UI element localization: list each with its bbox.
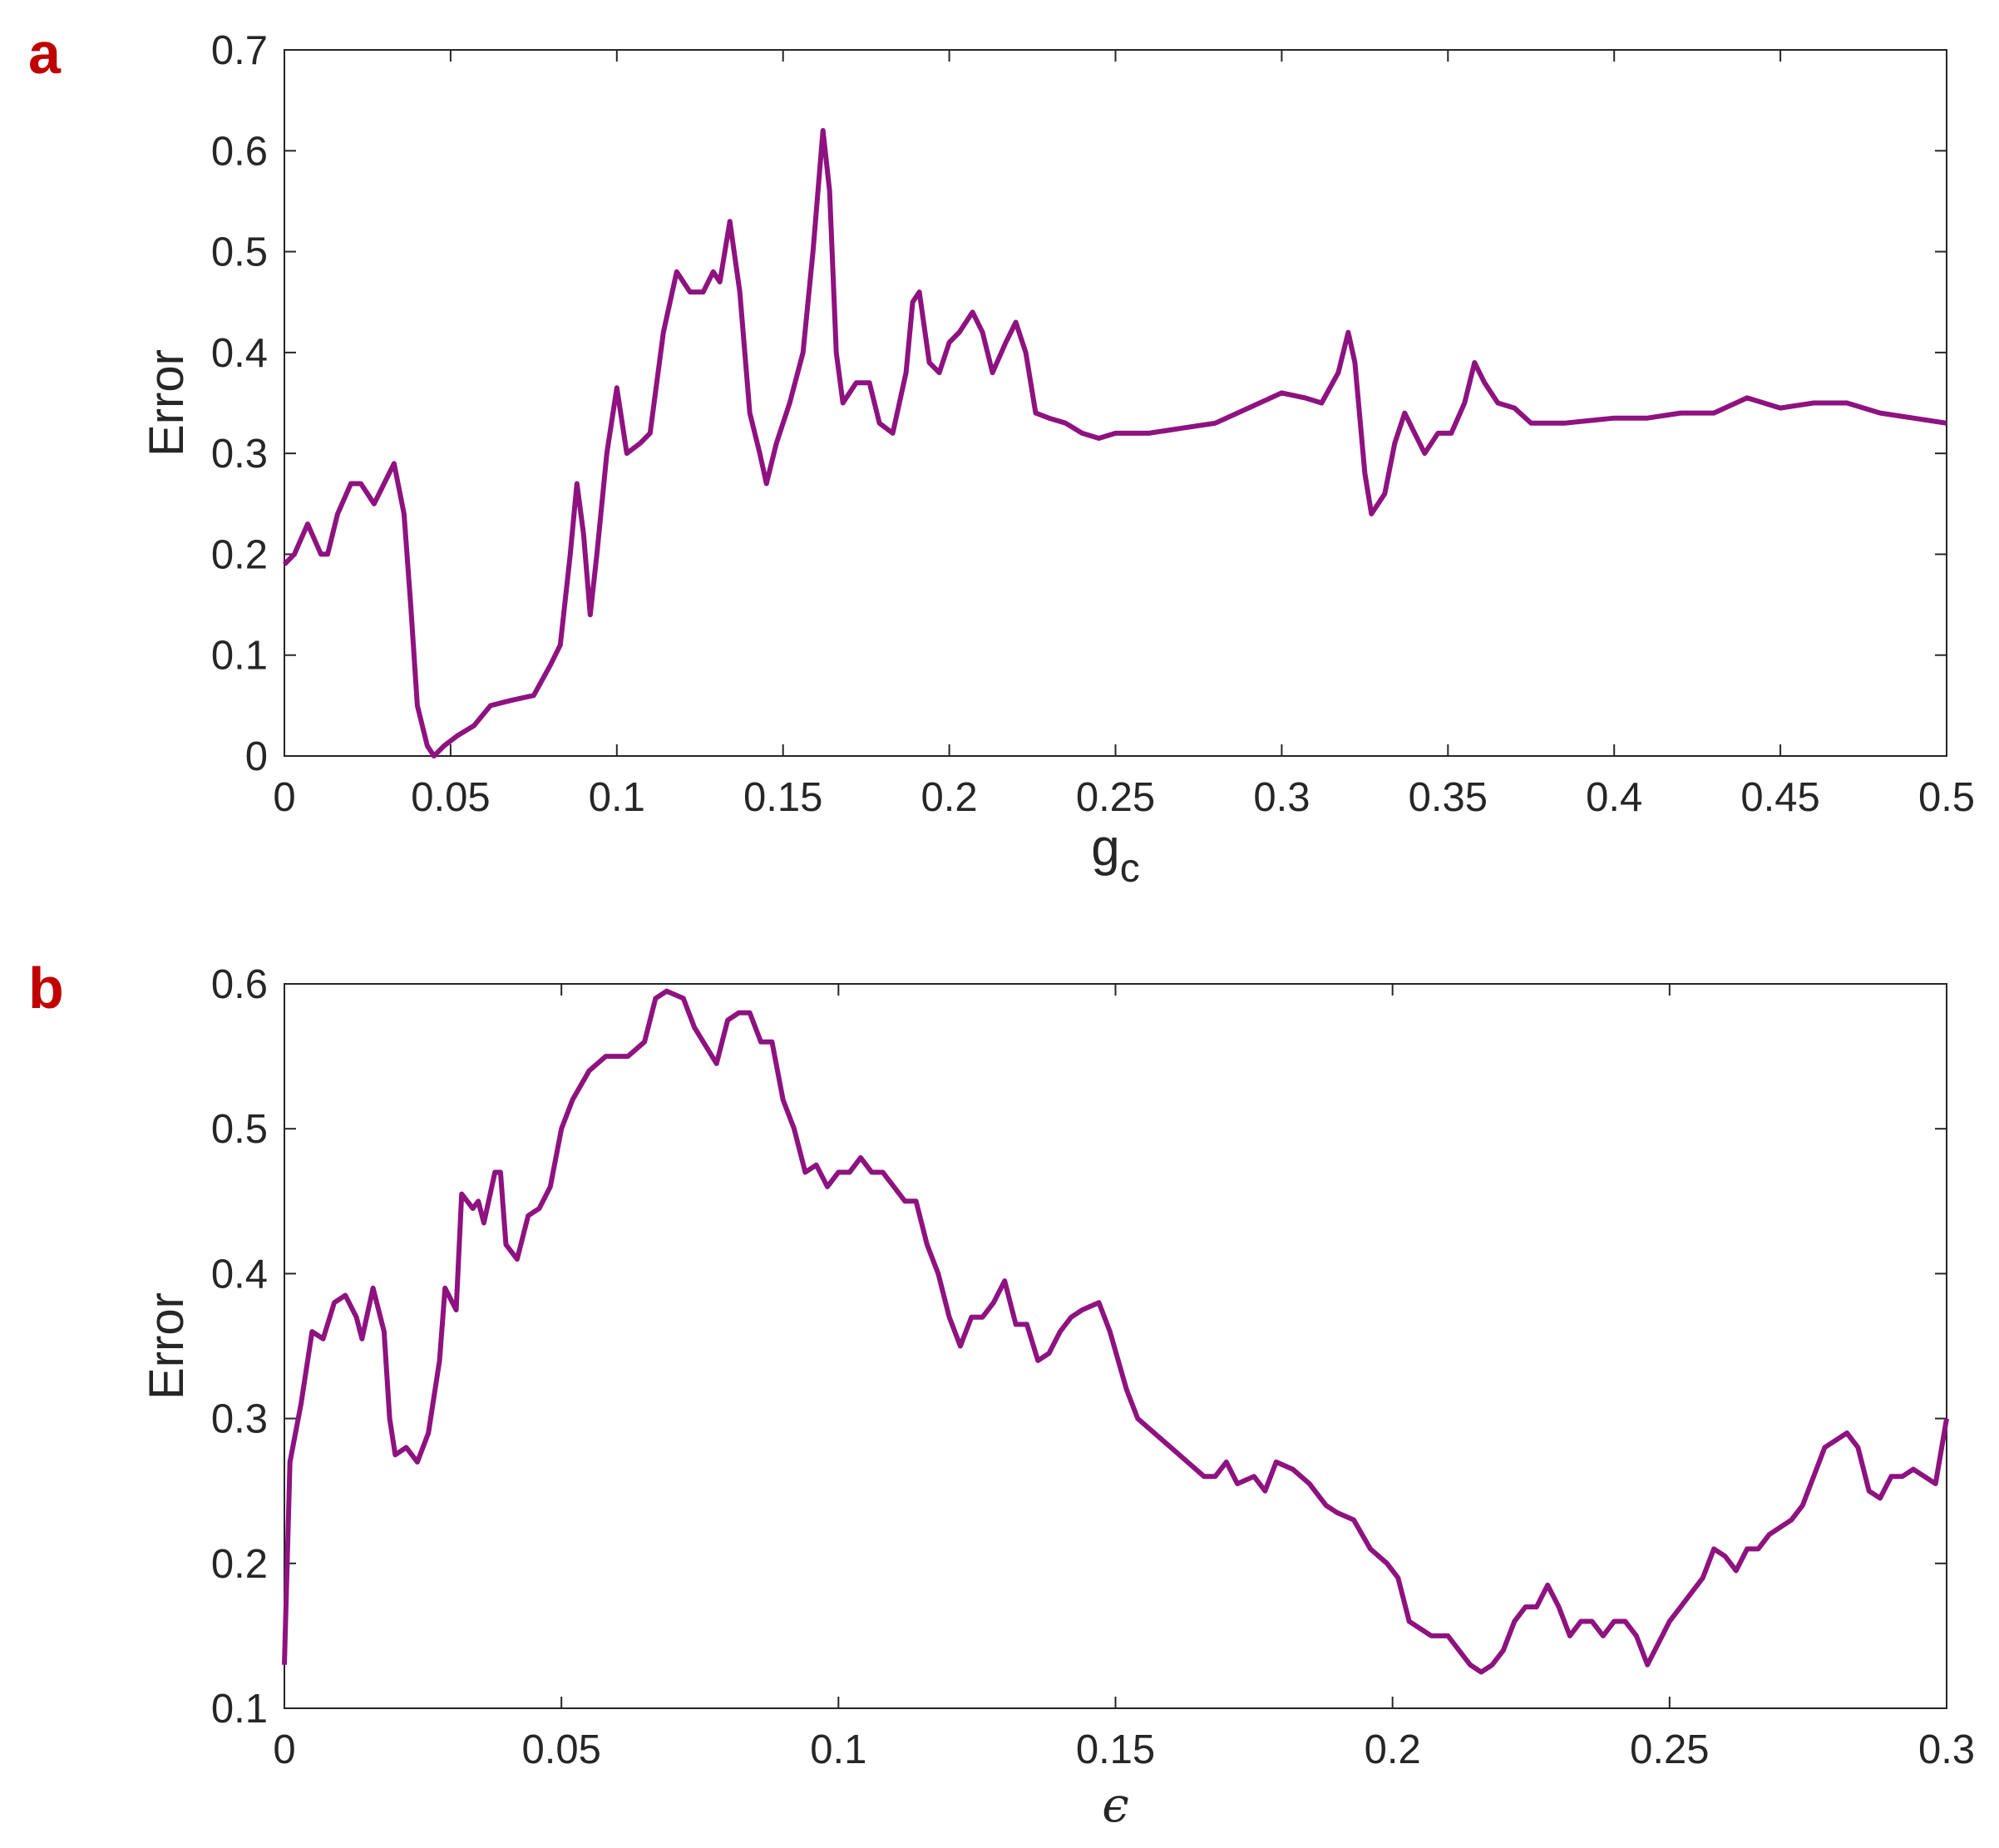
panel-label: a bbox=[28, 21, 62, 86]
y-tick-label: 0.1 bbox=[211, 1687, 268, 1732]
x-tick-label: 0.35 bbox=[1409, 775, 1488, 820]
x-tick-label: 0.25 bbox=[1076, 775, 1155, 820]
y-tick-label: 0.3 bbox=[211, 1397, 268, 1442]
x-tick-label: 0.15 bbox=[743, 775, 822, 820]
y-axis-label: Error bbox=[140, 1292, 194, 1400]
y-tick-label: 0.6 bbox=[211, 962, 268, 1007]
y-tick-label: 0.6 bbox=[211, 129, 268, 174]
x-tick-label: 0 bbox=[273, 1727, 295, 1772]
y-tick-label: 0.4 bbox=[211, 1252, 268, 1297]
x-axis-label: ϵ bbox=[1102, 1776, 1128, 1833]
y-axis-label: Error bbox=[140, 349, 194, 457]
x-axis-label-main: ϵ bbox=[1102, 1776, 1128, 1833]
x-tick-label: 0.3 bbox=[1253, 775, 1310, 820]
x-tick-label: 0.05 bbox=[521, 1727, 600, 1772]
x-tick-label: 0.2 bbox=[921, 775, 978, 820]
x-tick-label: 0 bbox=[273, 775, 295, 820]
x-tick-label: 0.5 bbox=[1918, 775, 1975, 820]
y-tick-label: 0.3 bbox=[211, 432, 268, 477]
panel-label: b bbox=[28, 956, 64, 1020]
y-tick-label: 0.1 bbox=[211, 634, 268, 679]
x-tick-label: 0.25 bbox=[1630, 1727, 1709, 1772]
x-tick-label: 0.15 bbox=[1076, 1727, 1155, 1772]
x-tick-label: 0.4 bbox=[1586, 775, 1642, 820]
y-tick-label: 0.2 bbox=[211, 1542, 268, 1587]
data-line bbox=[282, 988, 1949, 1675]
x-tick-label: 0.1 bbox=[589, 775, 645, 820]
data-line bbox=[282, 128, 1947, 758]
y-tick-label: 0.4 bbox=[211, 331, 268, 376]
y-tick-label: 0.5 bbox=[211, 230, 268, 275]
y-tick-label: 0.7 bbox=[211, 28, 268, 73]
y-tick-label: 0.5 bbox=[211, 1107, 268, 1152]
y-tick-label: 0.2 bbox=[211, 532, 268, 577]
x-axis-label-subscript: c bbox=[1120, 847, 1140, 891]
x-tick-label: 0.05 bbox=[411, 775, 490, 820]
x-tick-label: 0.3 bbox=[1918, 1727, 1975, 1772]
plot-frame bbox=[284, 49, 1947, 757]
y-tick-label: 0 bbox=[245, 734, 268, 779]
x-tick-label: 0.45 bbox=[1740, 775, 1819, 820]
x-axis-label: gc bbox=[1091, 819, 1139, 891]
x-axis-label-main: g bbox=[1091, 819, 1119, 877]
x-tick-label: 0.1 bbox=[810, 1727, 866, 1772]
x-tick-label: 0.2 bbox=[1365, 1727, 1421, 1772]
